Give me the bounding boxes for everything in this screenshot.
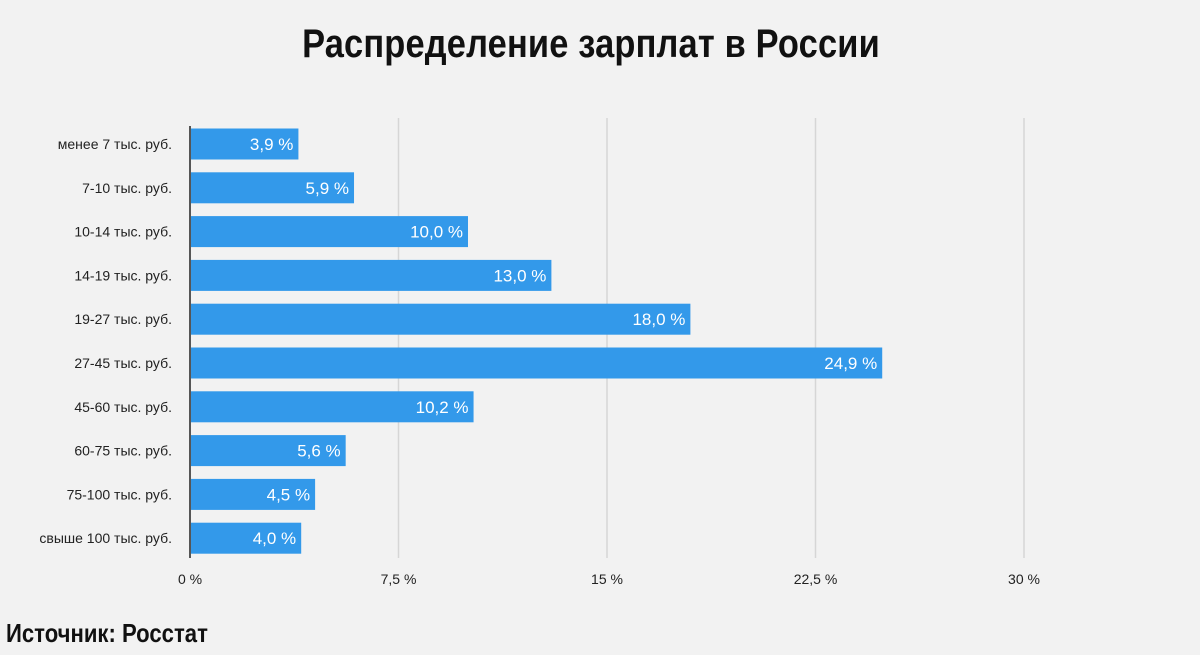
data-label: 10,0 % <box>410 223 463 242</box>
data-label: 3,9 % <box>250 135 293 154</box>
category-label: 27-45 тыс. руб. <box>74 355 172 371</box>
category-label: 10-14 тыс. руб. <box>74 224 172 240</box>
bar <box>191 391 474 423</box>
x-tick-label: 15 % <box>591 571 623 587</box>
category-label: 19-27 тыс. руб. <box>74 311 172 327</box>
bar <box>191 435 346 467</box>
category-label: свыше 100 тыс. руб. <box>39 530 172 546</box>
chart-title: Распределение зарплат в России <box>302 22 880 66</box>
x-tick-label: 30 % <box>1008 571 1040 587</box>
x-tick-label: 22,5 % <box>794 571 838 587</box>
category-label: 60-75 тыс. руб. <box>74 443 172 459</box>
bar <box>191 172 355 204</box>
bar <box>191 259 552 291</box>
bar <box>191 216 468 248</box>
bar <box>191 522 302 554</box>
source-note: Источник: Росстат <box>6 618 208 648</box>
category-label: 75-100 тыс. руб. <box>67 486 172 502</box>
category-label: менее 7 тыс. руб. <box>58 136 172 152</box>
category-label: 45-60 тыс. руб. <box>74 399 172 415</box>
bar <box>191 303 691 335</box>
bar <box>191 128 299 160</box>
data-label: 4,5 % <box>267 485 310 504</box>
data-label: 13,0 % <box>493 266 546 285</box>
data-label: 24,9 % <box>824 354 877 373</box>
data-label: 10,2 % <box>416 398 469 417</box>
category-label: 14-19 тыс. руб. <box>74 267 172 283</box>
data-label: 18,0 % <box>632 310 685 329</box>
data-label: 5,9 % <box>306 179 349 198</box>
data-label: 5,6 % <box>297 442 340 461</box>
x-tick-label: 0 % <box>178 571 202 587</box>
bar <box>191 347 883 379</box>
data-label: 4,0 % <box>253 529 296 548</box>
bar <box>191 478 316 510</box>
category-label: 7-10 тыс. руб. <box>82 180 172 196</box>
x-tick-label: 7,5 % <box>381 571 417 587</box>
